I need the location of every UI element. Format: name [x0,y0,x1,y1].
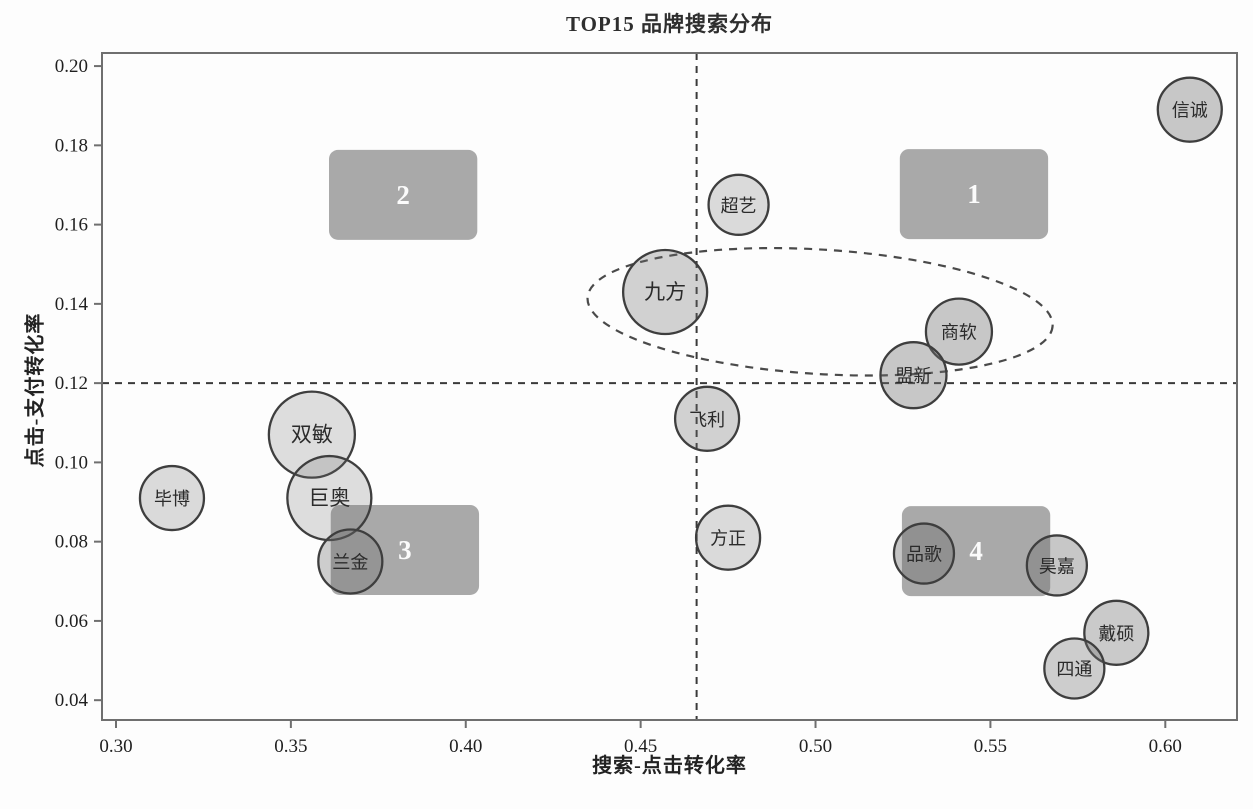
x-axis-title: 搜索-点击转化率 [592,755,747,777]
x-tick-label: 0.30 [99,736,132,757]
y-tick-label: 0.10 [55,452,88,473]
brand-bubble-14 [1083,599,1150,666]
brand-bubble-label-11: 方正 [710,529,746,549]
y-tick-label: 0.04 [55,690,89,711]
brand-bubble-label-3: 九方 [644,280,686,304]
brand-bubble-label-8: 毕博 [154,489,190,509]
y-tick-label: 0.14 [55,294,89,315]
plot-border [101,52,1238,721]
x-tick-label: 0.50 [799,736,832,757]
brand-bubble-1 [1156,76,1223,143]
brand-bubble-8 [138,464,206,532]
brand-bubble-2 [707,173,770,236]
x-tick-label: 0.55 [974,736,1007,757]
x-tick-label: 0.35 [274,736,307,757]
quadrant-box-label-2: 2 [396,180,410,210]
brand-bubble-label-15: 四通 [1056,659,1092,679]
brand-bubble-label-2: 超艺 [721,196,757,216]
brand-bubble-12 [892,522,956,585]
brand-bubble-label-6: 飞利 [689,410,725,430]
brand-bubble-label-7: 双敏 [291,423,333,447]
brand-bubble-9 [286,454,373,542]
y-tick-label: 0.16 [55,215,88,236]
quadrant-box-label-3: 3 [398,535,412,565]
brand-bubble-13 [1025,534,1089,597]
brand-bubble-label-1: 信诚 [1172,101,1208,121]
brand-bubble-label-13: 昊嘉 [1039,556,1075,576]
x-tick-label: 0.45 [624,736,657,757]
brand-bubble-11 [694,504,762,571]
brand-bubble-label-5: 盟新 [895,366,931,386]
brand-bubble-3 [621,248,709,336]
y-tick-label: 0.18 [55,135,88,156]
highlight-ellipse [586,246,1054,377]
quadrant-box-1 [899,149,1049,240]
y-tick-label: 0.06 [55,611,88,632]
quadrant-box-label-4: 4 [969,536,983,566]
brand-bubble-label-12: 品歌 [906,545,942,565]
brand-bubble-label-14: 戴硕 [1098,624,1134,644]
quadrant-box-label-1: 1 [967,179,981,209]
x-tick-label: 0.40 [449,736,482,757]
y-tick-label: 0.20 [55,56,88,77]
x-tick-label: 0.60 [1149,736,1182,757]
brand-bubble-5 [879,341,948,410]
brand-bubble-4 [924,297,994,366]
y-tick-label: 0.12 [55,373,88,394]
brand-bubble-label-4: 商软 [941,323,977,343]
brand-bubble-6 [673,385,741,452]
brand-bubble-label-9: 巨奥 [308,486,350,510]
brand-bubble-label-10: 兰金 [332,552,368,572]
chart-title: TOP15 品牌搜索分布 [565,12,774,36]
brand-bubble-10 [317,528,384,595]
quadrant-box-2 [329,149,478,240]
brand-bubble-15 [1043,637,1106,700]
quadrant-box-3 [330,504,480,595]
y-tick-label: 0.08 [55,532,88,553]
